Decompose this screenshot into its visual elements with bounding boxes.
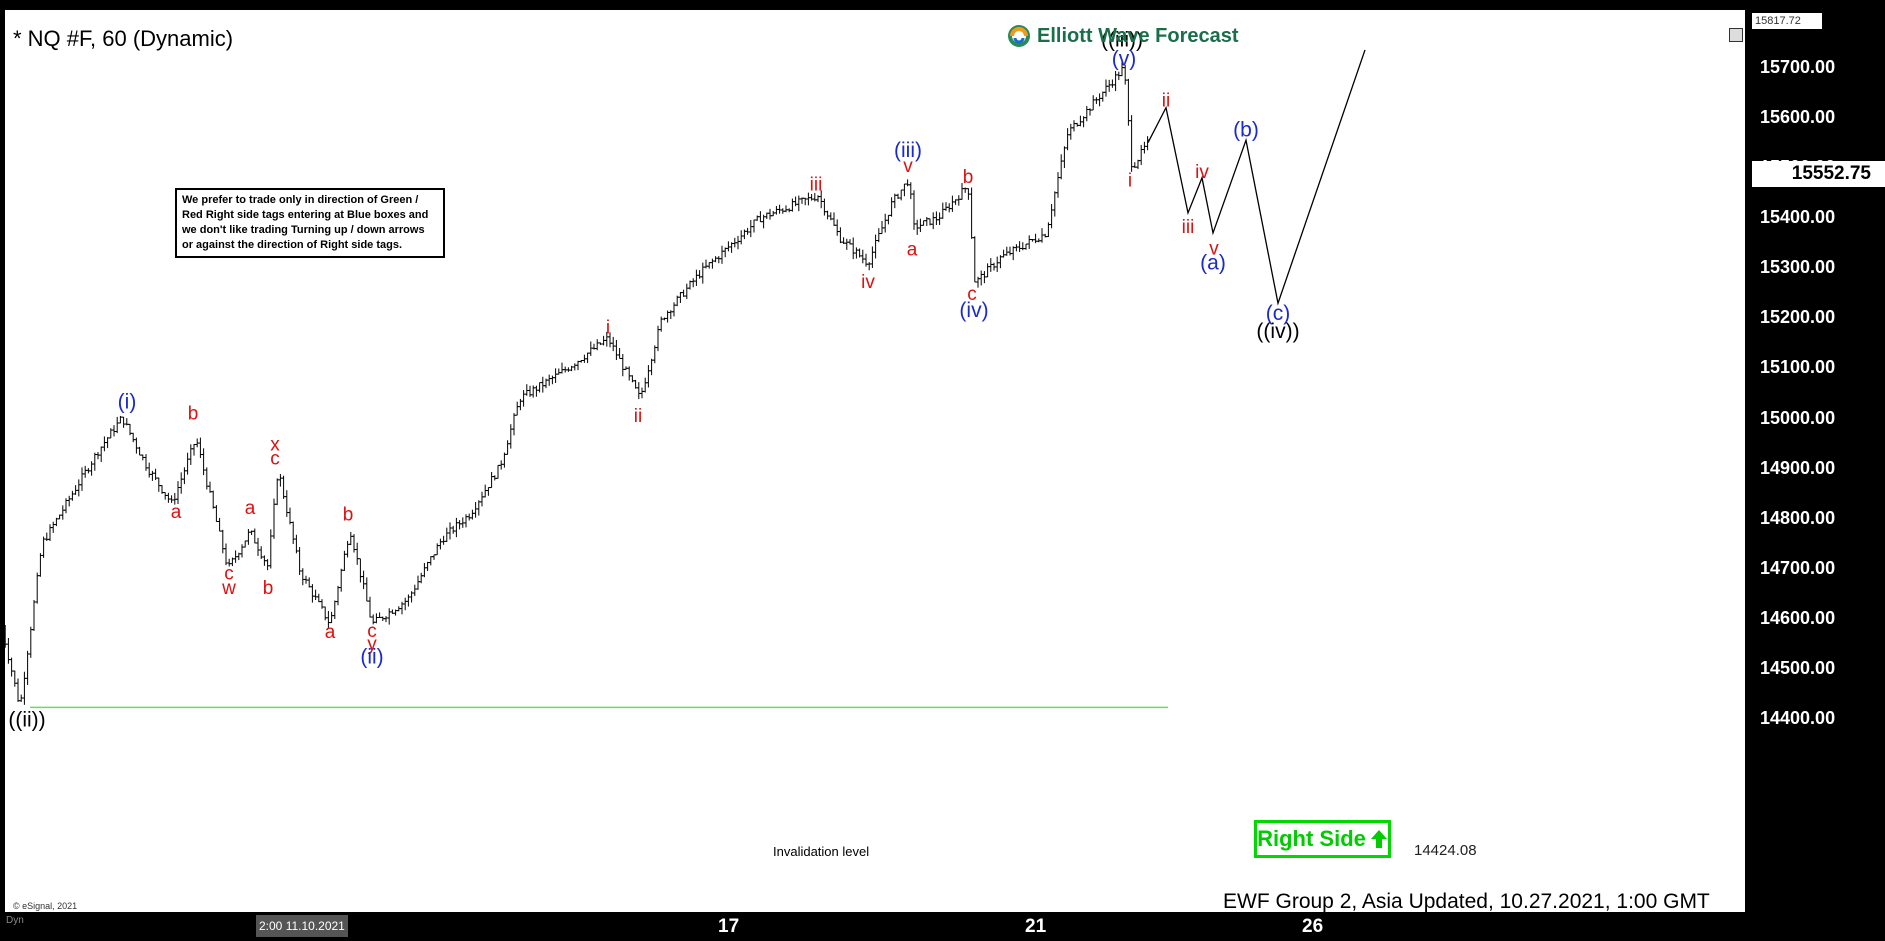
update-footer: EWF Group 2, Asia Updated, 10.27.2021, 1… [1223,890,1710,912]
right-side-label: Right Side [1257,826,1366,851]
wave-label: i [606,317,610,338]
wave-label: ((iv)) [1256,320,1299,343]
y-tick-label: 14600.00 [1760,608,1836,629]
wave-label: c [967,284,977,305]
wave-label: c [224,564,234,585]
wave-label: i [1128,170,1132,191]
copyright-text: © eSignal, 2021 [13,901,78,911]
wave-label: w [221,578,236,599]
wave-label: (a) [1200,252,1226,275]
y-tick-label: 15600.00 [1760,106,1836,127]
y-tick-label: 15400.00 [1760,206,1836,227]
wave-label: (i) [118,391,137,414]
price-axis[interactable]: 15700.0015600.0015500.0015400.0015300.00… [1750,10,1885,912]
wave-label: ((ii)) [8,709,45,732]
wave-label: ii [634,406,642,427]
logo-text: Elliott Wave Forecast [1037,24,1239,47]
wave-label: (iv) [959,299,988,322]
wave-label: (iii) [894,139,922,162]
wave-label: iii [810,174,823,195]
x-tick-17: 17 [718,916,740,937]
wave-label: (b) [1233,119,1259,142]
y-tick-label: 15100.00 [1760,357,1836,378]
y-tick-label: 15300.00 [1760,257,1836,278]
high-price-tag: 15817.72 [1752,13,1822,29]
wave-label: x [270,435,280,456]
wave-label: iv [861,272,875,293]
wave-label: a [245,498,256,519]
wave-label: y [367,634,377,655]
plot-area[interactable]: ((ii)) (i) b a x c a c w b b a c y (ii) i ii iii iv (iii) v a… [5,10,1745,912]
last-price-tag: 15552.75 [1752,161,1885,187]
wave-label: iii [1182,217,1195,238]
wave-label: b [963,167,974,188]
y-tick-label: 14700.00 [1760,558,1836,578]
y-tick-label: 14800.00 [1760,507,1836,528]
wave-label: a [325,622,336,643]
logo-icon [1008,25,1030,47]
wave-label: b [188,404,199,425]
wave-label: v [1209,239,1219,260]
x-tick-date: 2:00 11.10.2021 [256,915,348,937]
dyn-label: Dyn [6,915,24,926]
y-tick-label: 15200.00 [1760,307,1836,328]
projection-path [1147,49,1366,306]
trading-note: We prefer to trade only in direction of … [175,188,445,258]
wave-label: a [171,502,182,523]
invalidation-label: Invalidation level [773,844,870,859]
y-tick-label: 14500.00 [1760,658,1836,679]
wave-label: ii [1162,91,1170,112]
wave-label: b [263,578,274,599]
wave-label: iv [1195,162,1209,183]
wave-label: (c) [1266,302,1291,325]
wave-label: (ii) [360,645,383,668]
up-arrow-icon [1370,830,1387,848]
wave-label: ((iii)) [1101,28,1143,51]
chart-title: * NQ #F, 60 (Dynamic) [13,26,234,51]
wave-label: c [270,449,280,470]
wave-label: a [907,240,918,261]
wave-label: c [367,621,377,642]
x-tick-26: 26 [1302,916,1324,937]
restore-icon[interactable] [1729,28,1743,42]
invalidation-value: 14424.08 [1414,842,1477,859]
right-side-tag: Right Side [1254,820,1391,858]
y-tick-label: 14900.00 [1760,457,1836,478]
wave-label: b [343,504,354,525]
wave-label: (v) [1112,48,1137,71]
brand-logo: Elliott Wave Forecast [1007,20,1239,52]
y-tick-label: 15000.00 [1760,407,1836,428]
x-tick-21: 21 [1025,916,1047,937]
wave-label: v [903,156,913,177]
y-tick-label: 15700.00 [1760,56,1836,77]
y-tick-label: 14400.00 [1760,708,1836,729]
